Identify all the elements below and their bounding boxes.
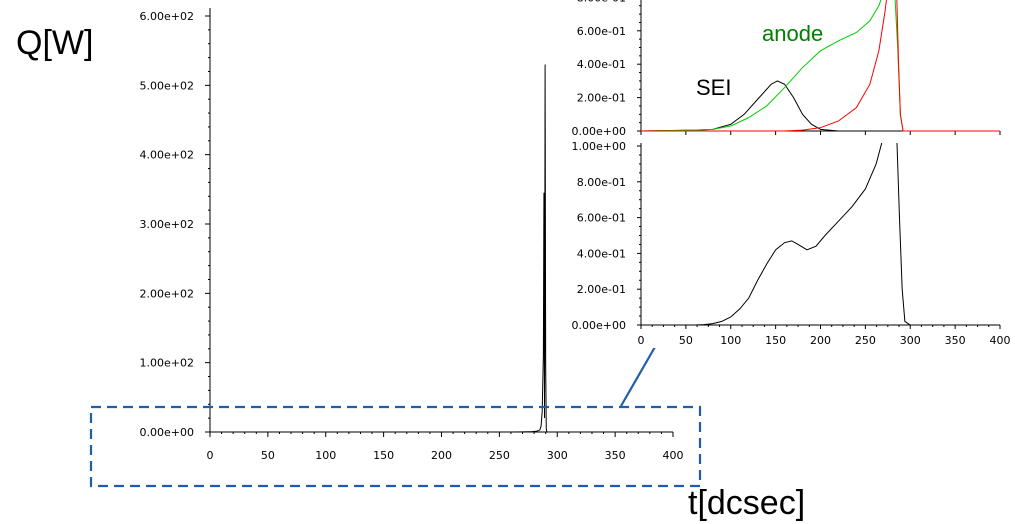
- main-chart: 0.00e+00 1.00e+02 2.00e+02 3.00e+02 4.00e+02…: [16, 8, 805, 522]
- x-tick-label: 350: [605, 449, 626, 462]
- x-axis-label: t[dcsec]: [688, 484, 805, 522]
- y-tick-label: 1.00e+02: [140, 357, 194, 370]
- inset-top-series: [641, 0, 1000, 132]
- main-chart-ticks: 0.00e+00 1.00e+02 2.00e+02 3.00e+02 4.00e+02…: [140, 10, 684, 462]
- x-tick-label: 250: [855, 334, 876, 347]
- x-tick-label: 350: [945, 334, 966, 347]
- x-tick-label: 300: [900, 334, 921, 347]
- y-tick-label: 4.00e+02: [140, 149, 194, 162]
- x-tick-label: 150: [765, 334, 786, 347]
- x-tick-label: 0: [207, 449, 214, 462]
- y-tick-label: 2.00e-01: [577, 92, 626, 105]
- inset-top-chart: 0.00e+00 2.00e-01 4.00e-01 6.00e-01 8.00e-01…: [568, 0, 1015, 155]
- y-tick-label: 8.00e-01: [577, 0, 626, 4]
- series-line-0: [210, 64, 673, 433]
- series-line-0: [694, 143, 920, 326]
- x-tick-label: 250: [489, 449, 510, 462]
- y-tick-label: 6.00e-01: [577, 25, 626, 38]
- x-tick-label: 100: [315, 449, 336, 462]
- inset-bottom-background: [568, 136, 1015, 348]
- x-tick-label: 400: [663, 449, 684, 462]
- x-tick-label: 150: [373, 449, 394, 462]
- sei-annotation: SEI: [696, 75, 731, 100]
- y-tick-label: 0.00e+00: [140, 426, 194, 439]
- y-tick-label: 5.00e+02: [140, 79, 194, 92]
- inset-top-ticks: 0.00e+00 2.00e-01 4.00e-01 6.00e-01 8.00e-01: [572, 0, 1001, 138]
- series-line-1: [641, 0, 1000, 132]
- inset-bottom-ticks: 0.00e+00 2.00e-01 4.00e-01 6.00e-01 8.00e-01…: [572, 140, 1011, 347]
- inset-top-background: [568, 0, 1015, 155]
- y-tick-label: 0.00e+00: [572, 125, 626, 138]
- x-tick-label: 100: [720, 334, 741, 347]
- x-tick-label: 300: [547, 449, 568, 462]
- x-tick-label: 50: [679, 334, 693, 347]
- anode-annotation: anode: [762, 21, 823, 46]
- y-tick-label: 3.00e+02: [140, 218, 194, 231]
- y-tick-label: 1.00e+00: [572, 140, 626, 153]
- x-tick-label: 0: [638, 334, 645, 347]
- y-tick-label: 4.00e-01: [577, 247, 626, 260]
- inset-bottom-series: [694, 143, 920, 326]
- x-tick-label: 50: [261, 449, 275, 462]
- y-tick-label: 2.00e-01: [577, 283, 626, 296]
- y-tick-label: 6.00e+02: [140, 10, 194, 23]
- x-tick-label: 200: [810, 334, 831, 347]
- zoom-selection-box: [89, 405, 702, 488]
- y-axis-label: Q[W]: [16, 24, 93, 62]
- y-tick-label: 4.00e-01: [577, 58, 626, 71]
- main-chart-series: [210, 64, 673, 433]
- x-tick-label: 200: [431, 449, 452, 462]
- y-tick-label: 2.00e+02: [140, 287, 194, 300]
- inset-bottom-chart: 0.00e+00 2.00e-01 4.00e-01 6.00e-01 8.00e-01…: [568, 136, 1015, 348]
- y-tick-label: 6.00e-01: [577, 212, 626, 225]
- series-line-2: [641, 0, 1000, 132]
- y-tick-label: 8.00e-01: [577, 176, 626, 189]
- x-tick-label: 400: [990, 334, 1011, 347]
- y-tick-label: 0.00e+00: [572, 319, 626, 332]
